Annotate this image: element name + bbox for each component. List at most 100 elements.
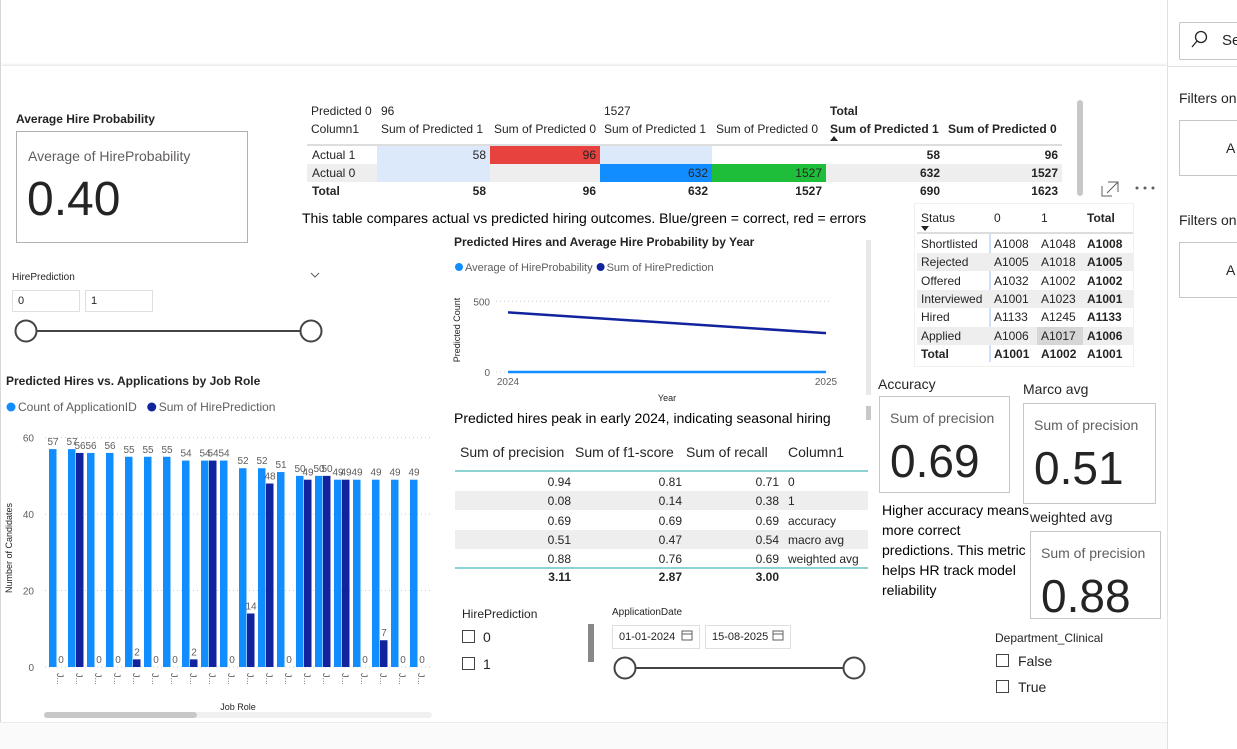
cell-value: 1 [788,494,795,509]
left-edge [0,0,1,749]
date-input[interactable]: 15-08-2025 [705,625,791,649]
cell [826,146,944,164]
search-placeholder: Se [1222,32,1237,49]
cell-value: A1017 [1041,328,1076,343]
cell-value: 0.54 [755,532,779,547]
filter-card[interactable] [1179,242,1237,298]
filter-card[interactable] [1179,120,1237,176]
total-value: 3.00 [755,570,779,584]
row-header: Actual 1 [312,148,356,162]
slicer-input[interactable]: 1 [85,290,153,312]
checkbox-label: False [1018,653,1053,669]
cell-value: 1527 [1031,166,1058,180]
card-title: Average Hire Probability [16,112,155,126]
cell-value: A1133 [1087,310,1122,325]
matrix-header: Predicted 0 [311,104,372,118]
cell [944,182,1062,200]
table-header: Sum of recall [686,444,768,460]
search-box[interactable] [1179,22,1237,60]
cell-value: 96 [1044,148,1058,162]
cell-highlight [1037,326,1083,345]
date-input[interactable]: 01-01-2024 [612,625,700,649]
cell-value: Applied [921,328,962,343]
matrix-header: Sum of Predicted 1 [604,122,707,136]
row-bg [307,182,377,200]
card-value: 0.51 [1034,442,1124,494]
matrix-header: Column1 [311,122,360,136]
cell-value: A1001 [994,346,1030,361]
cell-value: A1006 [1087,328,1123,343]
chart-title: Predicted Hires vs. Applications by Job … [6,374,261,388]
cell [600,164,712,182]
cell-value: 0.08 [547,494,571,509]
cell-value: Interviewed [921,291,983,306]
row-bg [917,253,1133,272]
matrix-header: 96 [381,104,395,118]
cell [712,164,826,182]
checkbox[interactable] [996,654,1009,667]
cell-value: 0.51 [547,532,571,547]
cell-value: 0.14 [658,494,682,509]
cell-value: A1018 [1041,255,1076,270]
filter-pane-divider [1168,66,1237,67]
caption: Predicted hires peak in early 2024, indi… [454,410,831,426]
matrix-box [914,203,1134,367]
card-label: Sum of precision [1034,417,1139,433]
cell-value: 632 [919,166,940,180]
card-title: Marco avg [1023,381,1089,397]
row-bg [917,289,1133,308]
cell-value: Total [921,346,949,361]
slicer-title: HirePrediction [462,607,538,621]
matrix-header: Total [1087,211,1115,225]
caption: This table compares actual vs predicted … [302,210,867,226]
cell-value: weighted avg [788,552,859,567]
cell [944,164,1062,182]
cell-value: A1001 [994,291,1029,306]
cell-value: A1002 [1041,346,1077,361]
cell-value: A1008 [1087,237,1123,251]
cell-value: A1032 [994,273,1029,288]
checkbox[interactable] [996,680,1009,693]
row-header: Total [312,184,340,198]
filter-section-title: Filters on [1179,90,1237,106]
slicer-input[interactable]: 0 [12,290,80,312]
matrix-header: 0 [994,211,1001,225]
checkbox[interactable] [462,657,475,670]
cell-value: 0.69 [755,552,779,567]
cell-value: macro avg [788,532,845,547]
cell-value: accuracy [788,513,837,528]
cell [490,146,600,164]
matrix-header: 1527 [604,104,631,118]
cell-value: 0.47 [658,532,682,547]
matrix-header: Total [830,104,858,118]
matrix-header: 1 [1041,211,1048,225]
cell-value: 0 [788,475,795,489]
filter-card-label: A [1226,262,1236,278]
matrix-header: Sum of Predicted 1 [381,122,484,136]
cell-value: 0.76 [658,552,682,567]
cell-value: 0.69 [755,513,779,528]
checkbox[interactable] [462,630,475,643]
cell-value: A1023 [1041,291,1076,306]
matrix-header: Status [921,211,956,225]
cell-value: Hired [921,310,950,325]
cell-value: A1006 [994,328,1029,343]
cell-value: A1001 [1087,291,1123,306]
card-box [16,131,248,243]
checkbox-label: True [1018,679,1047,695]
cell [490,182,600,200]
cell-value: 58 [926,148,940,162]
checkbox-label: 1 [483,656,491,672]
cell [826,182,944,200]
cell-value: 1527 [795,166,822,180]
cell-value: Shortlisted [921,237,978,251]
cell-value: Offered [921,273,961,288]
cell-value: A1133 [994,310,1028,325]
cell-value: A1002 [1087,273,1123,288]
cell-value: A1005 [994,255,1029,270]
cell-value: 0.94 [547,475,571,489]
matrix-header: Sum of Predicted 0 [716,122,819,136]
cell-value: 0.69 [547,513,571,528]
cell [712,146,826,164]
slicer-title: Department_Clinical [995,631,1104,645]
